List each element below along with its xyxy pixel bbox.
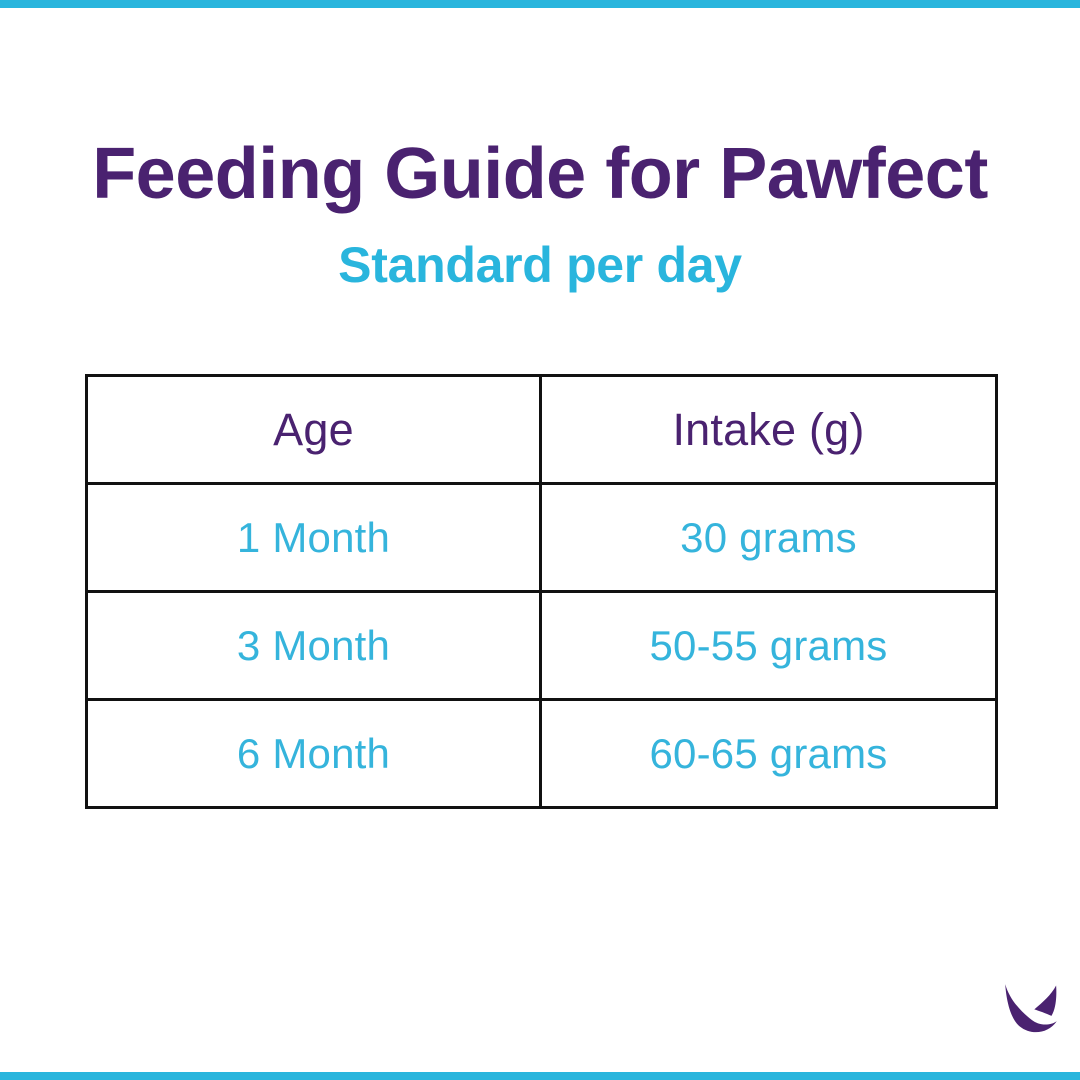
top-accent-bar: [0, 0, 1080, 8]
page-title: Feeding Guide for Pawfect: [92, 134, 988, 214]
table-cell-age: 3 Month: [85, 590, 542, 701]
column-header-age: Age: [273, 403, 354, 455]
cell-age-value: 3 Month: [236, 621, 391, 669]
column-header-intake: Intake (g): [672, 403, 865, 455]
table-cell-age: 6 Month: [85, 698, 542, 809]
feeding-guide-table: Age Intake (g) 1 Month 30 grams 3 Month: [85, 374, 998, 809]
cell-intake-value: 50-55 grams: [649, 621, 888, 669]
header-block: Feeding Guide for Pawfect Standard per d…: [0, 138, 1080, 290]
table-header-cell-intake: Intake (g): [539, 374, 998, 485]
pawfect-crescent-icon: [1005, 984, 1057, 1033]
table-row: 1 Month 30 grams: [85, 482, 998, 593]
page-subtitle: Standard per day: [338, 237, 742, 293]
table-row: 3 Month 50-55 grams: [85, 590, 998, 701]
table-cell-intake: 30 grams: [539, 482, 998, 593]
brand-logo: [1000, 975, 1066, 1041]
cell-age-value: 6 Month: [236, 729, 391, 777]
table-cell-age: 1 Month: [85, 482, 542, 593]
table-header-cell-age: Age: [85, 374, 542, 485]
table-header-row: Age Intake (g): [85, 374, 998, 485]
bottom-accent-bar: [0, 1072, 1080, 1080]
cell-intake-value: 30 grams: [680, 513, 857, 561]
table-cell-intake: 60-65 grams: [539, 698, 998, 809]
cell-age-value: 1 Month: [236, 513, 391, 561]
cell-intake-value: 60-65 grams: [649, 729, 888, 777]
table-cell-intake: 50-55 grams: [539, 590, 998, 701]
table-row: 6 Month 60-65 grams: [85, 698, 998, 809]
